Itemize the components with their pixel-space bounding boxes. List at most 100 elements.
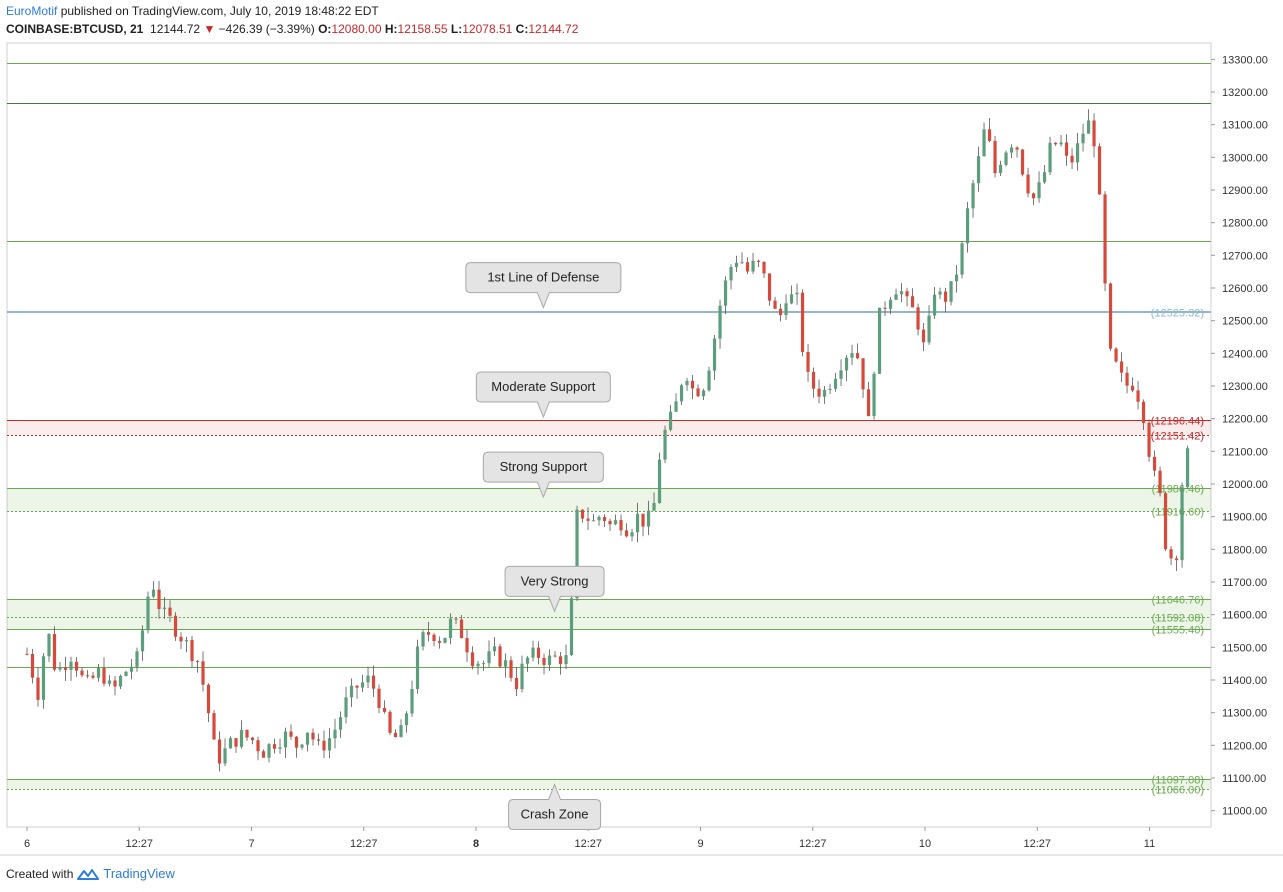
candle-body bbox=[883, 307, 887, 309]
candle-body bbox=[234, 738, 238, 747]
level-label: (11646.76) bbox=[1152, 595, 1204, 607]
candle-body bbox=[1092, 120, 1096, 147]
candle-body bbox=[1070, 155, 1074, 163]
candle-body bbox=[784, 303, 788, 316]
candle-body bbox=[833, 378, 838, 389]
y-tick-label: 12900.00 bbox=[1222, 185, 1268, 197]
callout-label: Moderate Support bbox=[491, 379, 595, 394]
candle-body bbox=[1031, 193, 1036, 199]
candle-body bbox=[1130, 385, 1135, 391]
candle-body bbox=[151, 589, 156, 597]
candle-body bbox=[861, 358, 865, 390]
candle-body bbox=[740, 262, 744, 264]
candle-body bbox=[184, 639, 189, 642]
candle-body bbox=[212, 713, 216, 740]
candle-body bbox=[976, 156, 981, 184]
candle-body bbox=[327, 738, 332, 751]
candle-body bbox=[949, 281, 953, 302]
candle-body bbox=[943, 291, 948, 302]
callout-bubble bbox=[504, 565, 605, 613]
candle-body bbox=[311, 732, 315, 740]
zone-green bbox=[7, 599, 1211, 630]
candle-body bbox=[289, 731, 293, 737]
candle-body bbox=[63, 667, 68, 670]
author-link[interactable]: EuroMotif bbox=[6, 4, 58, 18]
candle-body bbox=[899, 291, 904, 295]
callout-label: Very Strong bbox=[521, 573, 589, 588]
y-tick-label: 13300.00 bbox=[1222, 54, 1268, 66]
candle-body bbox=[1180, 487, 1184, 561]
callout-label: Crash Zone bbox=[521, 807, 589, 822]
open-label: O: bbox=[318, 22, 332, 36]
y-tick-label: 12800.00 bbox=[1222, 218, 1268, 230]
candle-body bbox=[888, 299, 893, 309]
candle-body bbox=[322, 740, 326, 751]
candle-body bbox=[602, 517, 607, 521]
close-value: 12144.72 bbox=[528, 22, 579, 36]
candle-body bbox=[102, 667, 106, 684]
candle-body bbox=[531, 647, 535, 658]
candle-body bbox=[465, 638, 469, 653]
candle-body bbox=[850, 353, 854, 358]
candle-body bbox=[426, 632, 431, 635]
candle-body bbox=[278, 747, 282, 749]
level-label: (11916.60) bbox=[1152, 507, 1204, 519]
candle-body bbox=[146, 596, 150, 631]
candle-body bbox=[179, 636, 183, 642]
candle-body bbox=[591, 520, 596, 522]
high-label: H: bbox=[384, 22, 398, 36]
candle-body bbox=[718, 305, 722, 339]
candle-body bbox=[1147, 422, 1151, 457]
x-tick-label: 6 bbox=[24, 838, 30, 850]
candle-body bbox=[168, 607, 172, 616]
candle-body bbox=[1136, 390, 1140, 402]
candle-body bbox=[542, 657, 546, 665]
level-label: (11097.08) bbox=[1152, 775, 1204, 787]
candle-body bbox=[811, 371, 816, 389]
candle-body bbox=[190, 639, 194, 662]
x-tick-label: 12:27 bbox=[350, 838, 378, 850]
candle-body bbox=[382, 707, 387, 712]
candle-body bbox=[993, 140, 997, 174]
candle-body bbox=[1114, 348, 1118, 362]
candle-body bbox=[905, 291, 909, 297]
x-tick-label: 11 bbox=[1144, 838, 1155, 850]
y-tick-label: 12000.00 bbox=[1222, 479, 1268, 491]
price-change: −426.39 (−3.39%) bbox=[218, 22, 315, 36]
candle-body bbox=[333, 729, 337, 739]
candle-body bbox=[982, 129, 986, 157]
symbol-label[interactable]: COINBASE:BTCUSD, 21 bbox=[6, 22, 144, 36]
candle-body bbox=[751, 260, 755, 272]
candle-body bbox=[729, 267, 733, 281]
x-tick-label: 12:27 bbox=[574, 838, 602, 850]
candle-body bbox=[30, 654, 35, 678]
candle-body bbox=[668, 411, 673, 430]
candle-body bbox=[707, 370, 711, 391]
candle-body bbox=[1119, 361, 1124, 373]
candle-body bbox=[459, 619, 464, 639]
candle-body bbox=[1174, 558, 1179, 561]
candle-body bbox=[1169, 549, 1173, 559]
candle-body bbox=[107, 680, 112, 684]
candle-body bbox=[1026, 174, 1030, 194]
tradingview-brand[interactable]: TradingView bbox=[103, 866, 175, 881]
y-tick-label: 11600.00 bbox=[1222, 610, 1267, 622]
y-tick-label: 12600.00 bbox=[1222, 283, 1268, 295]
candle-body bbox=[509, 660, 513, 678]
candle-body bbox=[998, 164, 1003, 174]
candle-body bbox=[124, 671, 128, 677]
candle-body bbox=[261, 751, 266, 758]
candle-body bbox=[971, 183, 975, 209]
candle-body bbox=[927, 315, 931, 343]
candle-body bbox=[866, 389, 871, 417]
candle-body bbox=[564, 655, 568, 665]
candle-body bbox=[635, 513, 640, 533]
x-tick-label: 12:27 bbox=[799, 838, 827, 850]
candle-body bbox=[778, 308, 783, 316]
down-arrow-icon: ▼ bbox=[203, 22, 216, 36]
candle-body bbox=[454, 618, 458, 620]
candle-body bbox=[1097, 146, 1102, 195]
candle-body bbox=[613, 520, 618, 525]
candle-body bbox=[1020, 149, 1025, 175]
